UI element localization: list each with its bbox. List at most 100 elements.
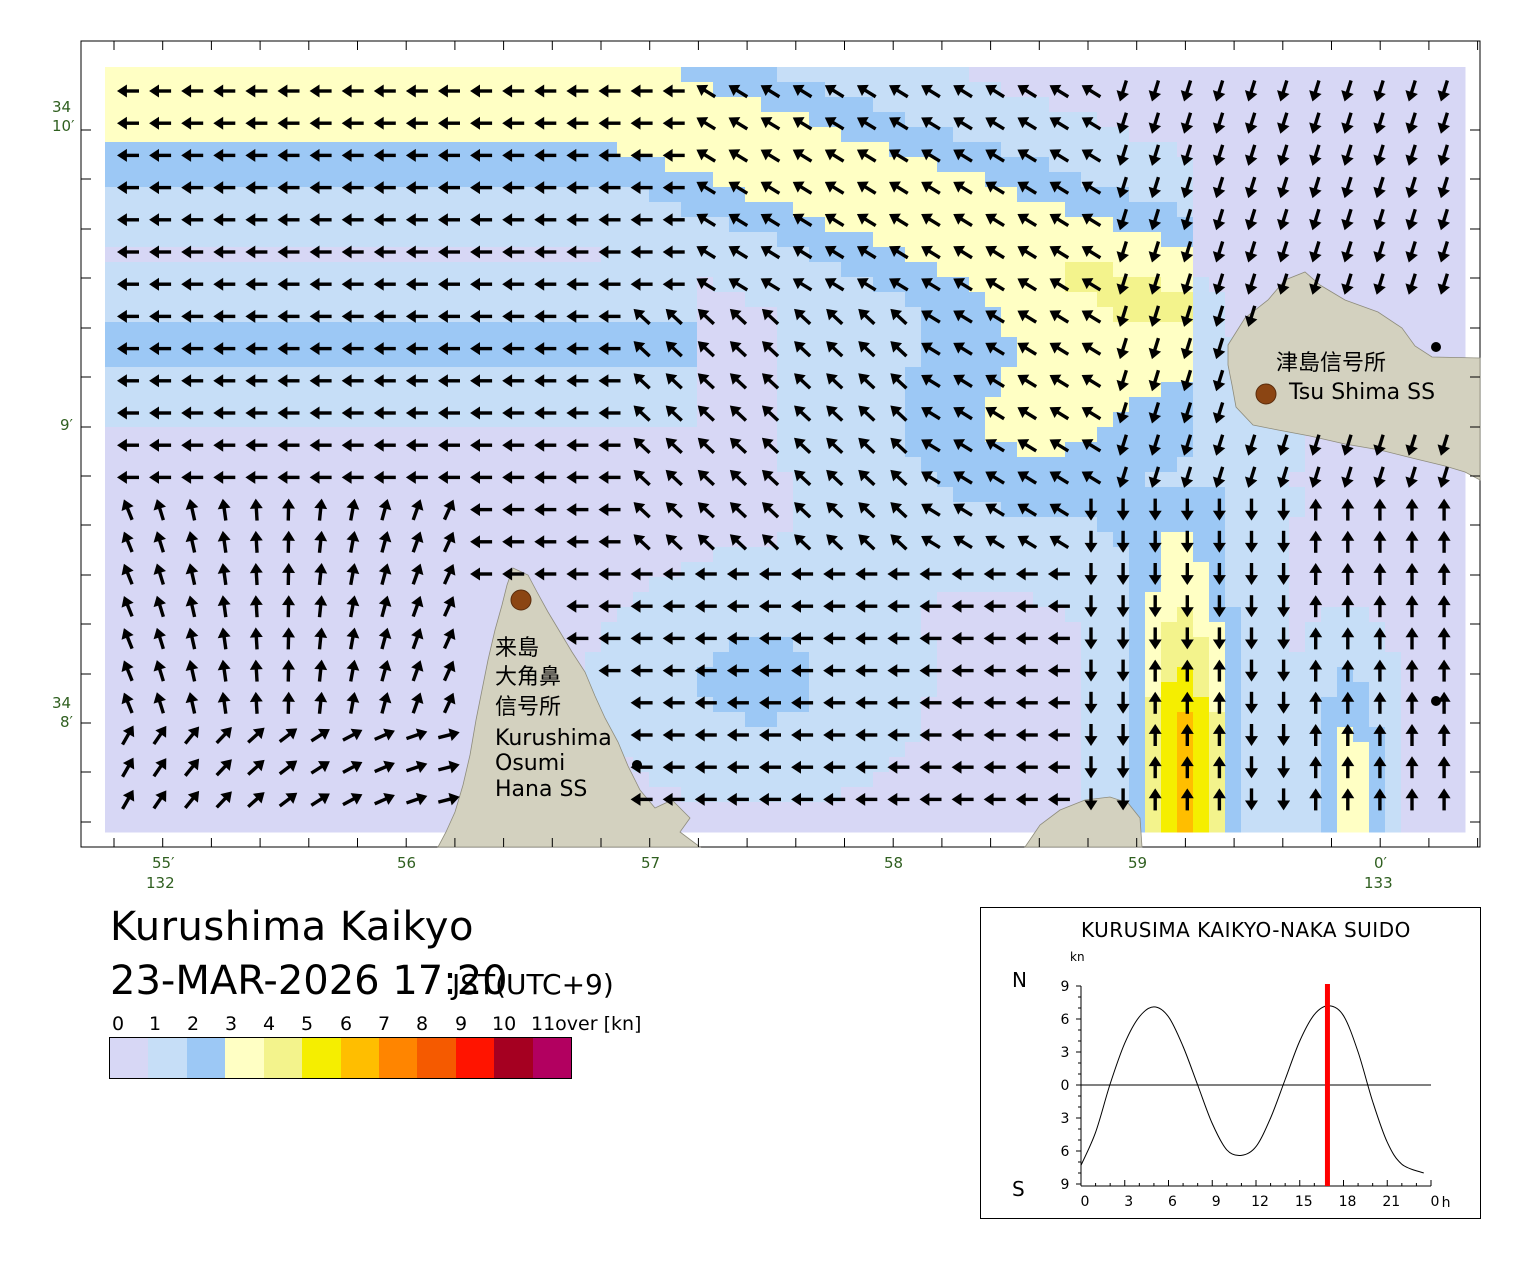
speed-cell [873, 502, 890, 518]
current-arrow [794, 502, 812, 519]
current-arrow [117, 277, 139, 291]
speed-cell [745, 472, 762, 488]
speed-cell [1385, 487, 1402, 503]
speed-cell [1001, 277, 1018, 293]
speed-cell [1417, 607, 1434, 623]
speed-cell [905, 232, 922, 248]
speed-cell [1257, 232, 1274, 248]
speed-cell [1193, 427, 1210, 443]
current-arrow [1277, 434, 1290, 456]
speed-cell [697, 682, 714, 698]
speed-cell [825, 772, 842, 788]
speed-cell [729, 682, 746, 698]
speed-cell [233, 742, 250, 758]
speed-cell [1225, 427, 1242, 443]
speed-cell [361, 307, 378, 323]
speed-cell [793, 802, 810, 818]
speed-cell [745, 487, 762, 503]
speed-cell [745, 247, 762, 263]
speed-cell [297, 742, 314, 758]
speed-cell [713, 412, 730, 428]
speed-cell [1129, 127, 1146, 143]
speed-cell [1289, 757, 1306, 773]
speed-cell [809, 517, 826, 533]
current-arrow [1148, 79, 1162, 102]
speed-cell [969, 532, 986, 548]
speed-cell [489, 277, 506, 293]
current-arrow [665, 405, 683, 422]
speed-cell [1193, 487, 1210, 503]
speed-cell [1385, 67, 1402, 83]
speed-cell [169, 517, 186, 533]
speed-cell [857, 682, 874, 698]
speed-cell [697, 262, 714, 278]
speed-cell [841, 97, 858, 113]
speed-cell [745, 292, 762, 308]
current-arrow [314, 595, 328, 618]
current-arrow [181, 84, 204, 98]
current-arrow [1373, 240, 1386, 263]
speed-cell [841, 202, 858, 218]
speed-cell [265, 352, 282, 368]
speed-cell [841, 67, 858, 83]
current-arrow [1212, 466, 1226, 488]
speed-cell [1193, 652, 1210, 668]
speed-cell [425, 112, 442, 128]
speed-cell [809, 262, 826, 278]
speed-cell [841, 652, 858, 668]
speed-cell [393, 172, 410, 188]
speed-cell [905, 817, 922, 833]
speed-cell [1401, 802, 1418, 818]
speed-cell [841, 427, 858, 443]
speed-cell [1321, 757, 1338, 773]
speed-cell [281, 457, 298, 473]
speed-cell [441, 517, 458, 533]
speed-cell [361, 487, 378, 503]
current-arrow [502, 148, 525, 162]
speed-cell [1257, 712, 1274, 728]
current-arrow [985, 535, 1005, 549]
speed-cell [809, 187, 826, 203]
speed-cell [1401, 817, 1418, 833]
speed-cell [1321, 502, 1338, 518]
speed-cell [329, 562, 346, 578]
current-arrow [728, 84, 749, 99]
speed-cell [1097, 472, 1114, 488]
speed-cell [969, 142, 986, 158]
speed-cell [425, 367, 442, 383]
speed-cell [473, 487, 490, 503]
speed-cell [361, 652, 378, 668]
speed-cell [841, 472, 858, 488]
speed-cell [521, 112, 538, 128]
speed-cell [1017, 457, 1034, 473]
speed-cell [873, 127, 890, 143]
speed-cell [457, 337, 474, 353]
current-arrow [890, 341, 908, 358]
speed-cell [873, 517, 890, 533]
speed-cell [1001, 727, 1018, 743]
current-arrow [921, 245, 941, 260]
speed-cell [825, 577, 842, 593]
speed-cell [1017, 712, 1034, 728]
speed-cell [649, 697, 666, 713]
current-arrow [1373, 273, 1386, 295]
speed-cell [585, 412, 602, 428]
speed-cell [1049, 127, 1066, 143]
current-arrow [153, 499, 166, 521]
speed-cell [1273, 547, 1290, 563]
speed-cell [105, 322, 122, 338]
speed-cell [297, 592, 314, 608]
speed-cell [1033, 352, 1050, 368]
speed-cell [841, 292, 858, 308]
speed-cell [1017, 742, 1034, 758]
current-arrow [442, 563, 456, 585]
speed-cell [1161, 652, 1178, 668]
speed-cell [857, 712, 874, 728]
speed-cell [1225, 622, 1242, 638]
speed-cell [585, 187, 602, 203]
speed-cell [201, 787, 218, 803]
speed-cell [617, 487, 634, 503]
speed-cell [297, 697, 314, 713]
speed-cell [825, 97, 842, 113]
current-arrow [121, 595, 134, 618]
